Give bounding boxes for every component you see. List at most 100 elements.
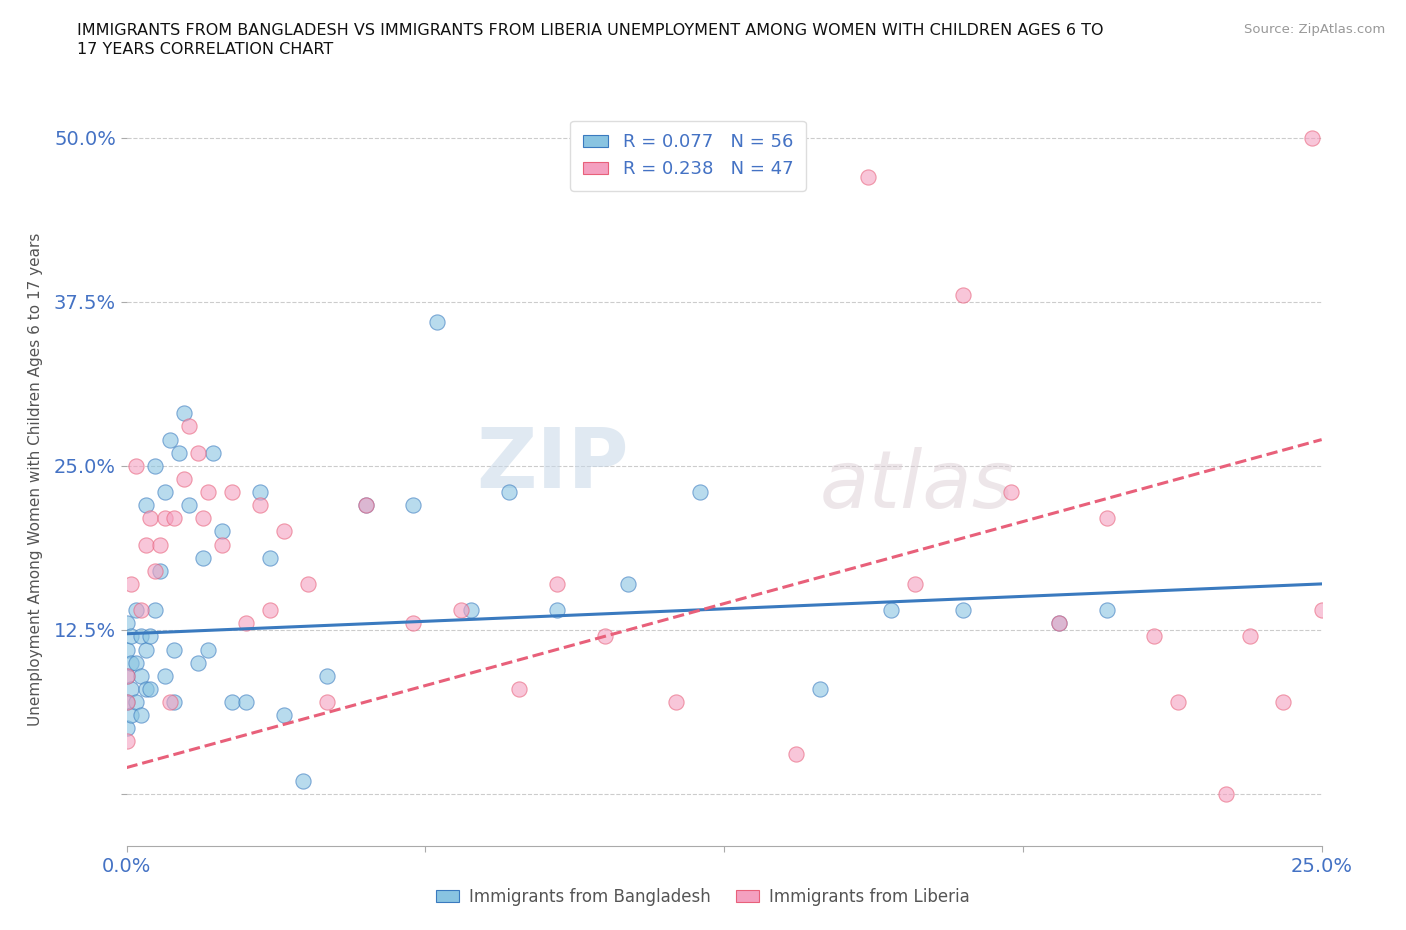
Point [163,695,186,710]
Point [273,524,295,538]
Text: Source: ZipAtlas.com: Source: ZipAtlas.com [1244,23,1385,36]
Point [120,682,142,697]
Point [593,629,616,644]
Point [211,538,233,552]
Y-axis label: Unemployment Among Women with Children Ages 6 to 17 years: Unemployment Among Women with Children A… [28,232,44,725]
Legend: R = 0.077   N = 56, R = 0.238   N = 47: R = 0.077 N = 56, R = 0.238 N = 47 [571,121,806,191]
Point [546,603,568,618]
Point [808,682,831,697]
Point [135,682,157,697]
Point [292,773,315,788]
Point [149,538,172,552]
Point [1047,616,1070,631]
Point [1272,695,1295,710]
Point [201,445,224,460]
Point [177,498,200,512]
Point [115,721,138,736]
Point [129,669,152,684]
Text: ZIP: ZIP [477,424,628,505]
Point [249,498,271,512]
Point [426,314,449,329]
Point [120,656,142,671]
Point [191,551,214,565]
Point [125,603,148,618]
Point [197,642,219,657]
Point [153,669,176,684]
Point [115,642,138,657]
Point [129,603,152,618]
Point [129,629,152,644]
Point [125,695,148,710]
Point [177,419,200,434]
Point [211,524,233,538]
Point [259,603,281,618]
Point [402,498,425,512]
Point [173,472,195,486]
Point [1215,787,1237,802]
Point [1167,695,1189,710]
Point [187,445,209,460]
Point [143,458,166,473]
Point [1301,130,1323,145]
Point [785,747,807,762]
Point [316,669,339,684]
Point [115,695,138,710]
Point [402,616,425,631]
Point [273,708,295,723]
Text: 17 YEARS CORRELATION CHART: 17 YEARS CORRELATION CHART [77,42,333,57]
Point [1143,629,1166,644]
Text: atlas: atlas [820,447,1015,525]
Point [617,577,640,591]
Point [498,485,520,499]
Point [904,577,927,591]
Point [125,656,148,671]
Point [1047,616,1070,631]
Point [120,708,142,723]
Point [143,564,166,578]
Point [163,642,186,657]
Point [1095,603,1118,618]
Point [880,603,903,618]
Point [159,432,181,447]
Point [120,577,142,591]
Point [187,656,209,671]
Point [508,682,530,697]
Point [546,577,568,591]
Point [354,498,377,512]
Text: IMMIGRANTS FROM BANGLADESH VS IMMIGRANTS FROM LIBERIA UNEMPLOYMENT AMONG WOMEN W: IMMIGRANTS FROM BANGLADESH VS IMMIGRANTS… [77,23,1104,38]
Point [297,577,319,591]
Point [143,603,166,618]
Point [450,603,472,618]
Legend: Immigrants from Bangladesh, Immigrants from Liberia: Immigrants from Bangladesh, Immigrants f… [429,881,977,912]
Point [149,564,172,578]
Point [689,485,711,499]
Point [1000,485,1022,499]
Point [259,551,281,565]
Point [1239,629,1261,644]
Point [1095,511,1118,525]
Point [139,629,162,644]
Point [153,485,176,499]
Point [249,485,271,499]
Point [163,511,186,525]
Point [135,642,157,657]
Point [115,616,138,631]
Point [125,458,148,473]
Point [129,708,152,723]
Point [135,538,157,552]
Point [665,695,688,710]
Point [139,682,162,697]
Point [316,695,339,710]
Point [139,511,162,525]
Point [221,485,243,499]
Point [197,485,219,499]
Point [354,498,377,512]
Point [235,616,257,631]
Point [460,603,482,618]
Point [135,498,157,512]
Point [115,734,138,749]
Point [173,405,195,420]
Point [115,695,138,710]
Point [856,170,879,185]
Point [1310,603,1333,618]
